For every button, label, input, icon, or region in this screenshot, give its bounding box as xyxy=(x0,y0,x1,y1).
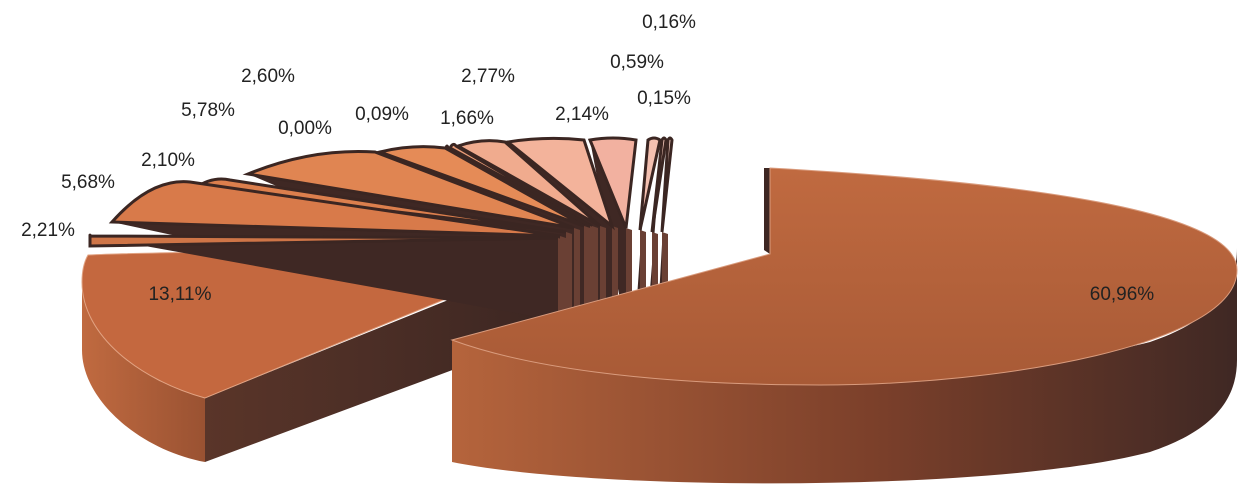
data-label-9: 2,77% xyxy=(461,66,515,87)
data-label-6: 2,60% xyxy=(241,66,295,87)
data-label-7: 0,00% xyxy=(278,118,332,139)
data-label-14: 0,16% xyxy=(642,12,696,33)
data-label-2: 2,21% xyxy=(21,220,75,241)
data-label-12: 0,59% xyxy=(610,52,664,73)
data-label-13: 0,15% xyxy=(637,88,691,109)
data-label-4: 2,10% xyxy=(141,150,195,171)
data-label-0: 60,96% xyxy=(1090,284,1155,305)
pie-slice-2 xyxy=(88,233,564,320)
pie-slice-0 xyxy=(450,167,1238,484)
data-label-11: 2,14% xyxy=(555,104,609,125)
data-label-10: 1,66% xyxy=(440,108,494,129)
data-label-8: 0,09% xyxy=(355,104,409,125)
data-label-3: 5,68% xyxy=(61,172,115,193)
data-label-5: 5,78% xyxy=(181,100,235,121)
data-label-1: 13,11% xyxy=(148,284,211,305)
